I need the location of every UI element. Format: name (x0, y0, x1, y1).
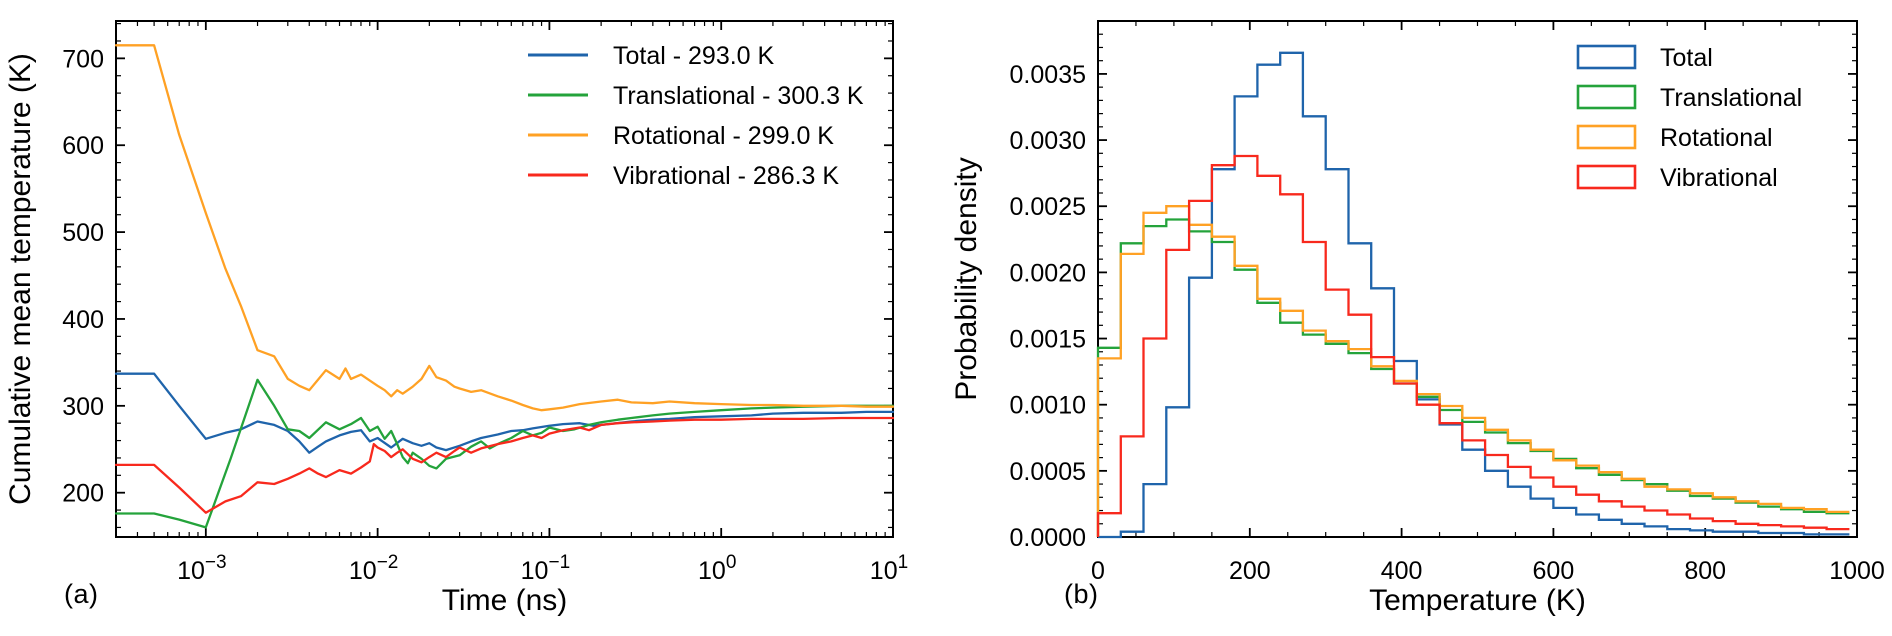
line-series-total (114, 372, 895, 454)
y-axis-title: Probability density (950, 157, 983, 400)
panel-b-label: (b) (1064, 579, 1099, 609)
legend-label: Vibrational (1660, 164, 1778, 192)
hist-series-rotational (1096, 205, 1850, 537)
x-tick-label: 200 (1229, 557, 1271, 585)
line-series-translational (114, 378, 895, 529)
legend-rect-swatch (1576, 164, 1637, 190)
panel-a-chart: 10−3 10−2 10−1 100 101 200 300 400 500 600 700 Time… (4, 20, 908, 617)
panel-b-chart: 0 200 400 600 800 1000 0.0000 0.0005 0.0010 0.001… (950, 20, 1885, 617)
x-tick-label: 101 (870, 552, 908, 585)
legend-label: Rotational - 299.0 K (613, 122, 834, 150)
x-axis-title: Temperature (K) (1369, 584, 1586, 617)
legend-label: Rotational (1660, 124, 1773, 152)
x-tick-label: 800 (1684, 557, 1726, 585)
legend-label: Translational - 300.3 K (613, 82, 864, 110)
y-tick-label: 0.0035 (1010, 61, 1086, 89)
y-tick-label: 0.0020 (1010, 259, 1086, 287)
y-tick-label: 600 (62, 132, 104, 160)
legend-rect-swatch (1576, 44, 1637, 70)
x-tick-label: 0 (1091, 557, 1105, 585)
line-series-vibrational (114, 416, 895, 514)
legend-label: Translational (1660, 84, 1802, 112)
x-tick-label: 600 (1533, 557, 1575, 585)
y-tick-label: 0.0025 (1010, 193, 1086, 221)
hist-series-vibrational (1096, 154, 1850, 537)
x-tick-label: 100 (698, 552, 736, 585)
legend-rect-swatch (1576, 84, 1637, 110)
x-tick-label: 400 (1381, 557, 1423, 585)
legend-label: Total (1660, 44, 1713, 72)
y-tick-label: 300 (62, 393, 104, 421)
x-tick-label: 10−2 (349, 552, 398, 585)
x-tick-label: 1000 (1829, 557, 1885, 585)
y-tick-label: 200 (62, 480, 104, 508)
y-tick-label: 700 (62, 45, 104, 73)
y-tick-label: 0.0010 (1010, 392, 1086, 420)
y-tick-label: 500 (62, 219, 104, 247)
x-tick-label: 10−3 (177, 552, 226, 585)
y-tick-label: 0.0000 (1010, 524, 1086, 552)
hist-series-translational (1096, 218, 1850, 537)
x-axis-title: Time (ns) (442, 584, 568, 617)
legend-rect-swatch (1576, 124, 1637, 150)
y-tick-label: 0.0005 (1010, 458, 1086, 486)
legend-label: Vibrational - 286.3 K (613, 162, 839, 190)
legend-label: Total - 293.0 K (613, 42, 775, 70)
x-tick-label: 10−1 (521, 552, 570, 585)
y-tick-label: 0.0015 (1010, 326, 1086, 354)
y-tick-label: 400 (62, 306, 104, 334)
y-axis-title: Cumulative mean temperature (K) (4, 53, 37, 505)
panel-a-label: (a) (64, 579, 99, 609)
line-series-rotational (114, 44, 895, 412)
y-tick-label: 0.0030 (1010, 127, 1086, 155)
plot-border (115, 20, 894, 538)
